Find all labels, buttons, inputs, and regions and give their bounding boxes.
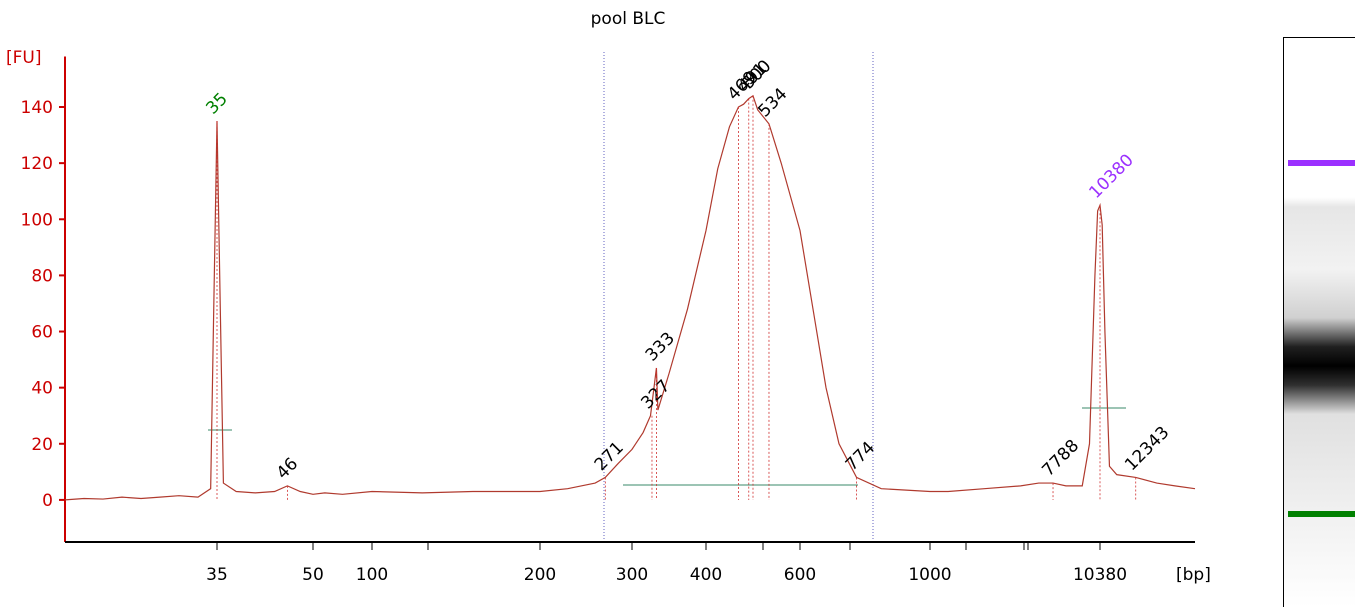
- peak-label: 7788: [1038, 436, 1083, 481]
- x-tick-label: 200: [524, 565, 556, 585]
- chart-title: pool BLC: [591, 9, 666, 29]
- y-tick-label: 20: [31, 435, 53, 455]
- x-tick-label: 1000: [908, 565, 951, 585]
- y-tick-label: 120: [21, 154, 53, 174]
- gel-lane: [1284, 125, 1355, 607]
- y-tick-label: 40: [31, 379, 53, 399]
- x-tick-label: 35: [206, 565, 228, 585]
- trace: [64, 94, 1196, 501]
- y-tick-label: 140: [21, 98, 53, 118]
- y-tick-label: 80: [31, 266, 53, 286]
- x-tick-label: 10380: [1073, 565, 1127, 585]
- x-axis-label: [bp]: [1176, 565, 1211, 585]
- x-tick-label: 300: [616, 565, 648, 585]
- y-tick-label: 60: [31, 323, 53, 343]
- y-tick-label: 0: [42, 491, 53, 511]
- y-tick-label: 100: [21, 210, 53, 230]
- x-tick-label: 400: [690, 565, 722, 585]
- peak-label: 271: [591, 438, 628, 475]
- y-axis-label: [FU]: [6, 48, 42, 68]
- peak-label: 35: [202, 89, 231, 118]
- peak-label: 534: [754, 84, 791, 121]
- minor-ticks: [427, 542, 1029, 550]
- gel-lower-marker: [1288, 511, 1355, 517]
- peak-label: 12343: [1121, 423, 1173, 475]
- x-tick-label: 100: [356, 565, 388, 585]
- gel-upper-marker: [1288, 160, 1355, 166]
- peak-label: 10380: [1085, 150, 1137, 202]
- x-tick-label: 50: [302, 565, 324, 585]
- x-tick-label: 600: [784, 565, 816, 585]
- peak-label: 46: [273, 454, 302, 483]
- peak-label: 327: [637, 376, 674, 413]
